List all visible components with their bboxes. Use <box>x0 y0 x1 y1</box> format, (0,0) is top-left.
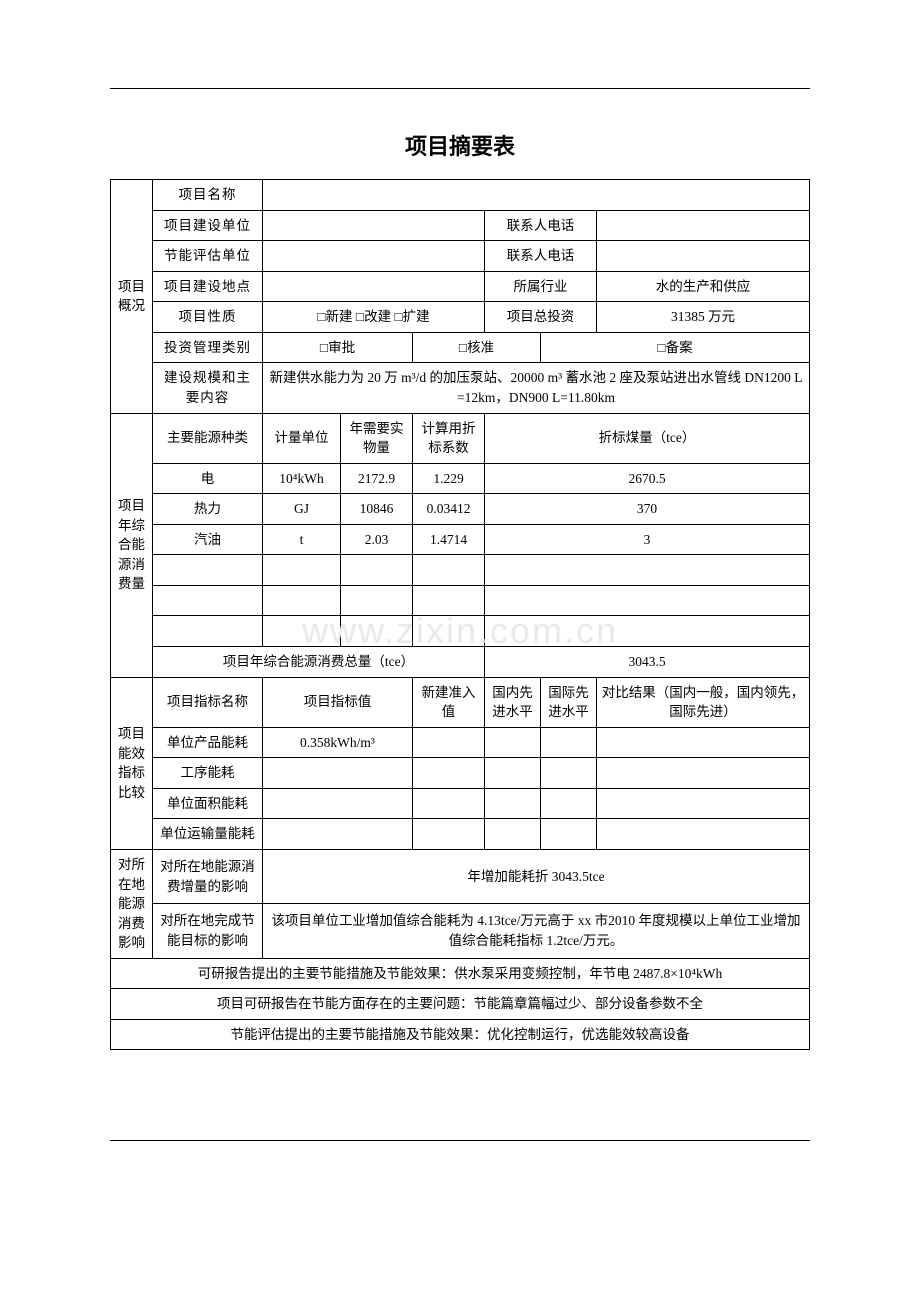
side-impact: 对所在地能源消费影响 <box>111 849 153 958</box>
energy-row-empty <box>111 585 810 616</box>
e-kind: 电 <box>153 463 263 494</box>
fh-cmp: 对比结果（国内一般，国内领先，国际先进） <box>597 677 810 727</box>
summary-table: 项目概况 项目名称 项目建设单位 联系人电话 节能评估单位 联系人电话 项目建设… <box>110 179 810 1050</box>
e-unit: 10⁴kWh <box>263 463 341 494</box>
energy-total-val: 3043.5 <box>485 647 810 678</box>
energy-row: 汽油 t 2.03 1.4714 3 <box>111 524 810 555</box>
fh-new: 新建准入值 <box>413 677 485 727</box>
eh-coef: 计算用折标系数 <box>413 413 485 463</box>
e-kind: 热力 <box>153 494 263 525</box>
eff-row: 单位产品能耗 0.358kWh/m³ <box>111 727 810 758</box>
energy-row: 电 10⁴kWh 2172.9 1.229 2670.5 <box>111 463 810 494</box>
eff-row: 单位运输量能耗 <box>111 819 810 850</box>
e-qty: 2.03 <box>341 524 413 555</box>
fh-dom: 国内先进水平 <box>485 677 541 727</box>
lbl-nature: 项目性质 <box>153 302 263 333</box>
f-name: 单位运输量能耗 <box>153 819 263 850</box>
energy-row: 热力 GJ 10846 0.03412 370 <box>111 494 810 525</box>
e-coef: 0.03412 <box>413 494 485 525</box>
e-unit: t <box>263 524 341 555</box>
bottom-rule <box>110 1140 810 1141</box>
f-name: 单位产品能耗 <box>153 727 263 758</box>
e-coef: 1.4714 <box>413 524 485 555</box>
impact-r2-lbl: 对所在地完成节能目标的影响 <box>153 904 263 958</box>
e-tce: 370 <box>485 494 810 525</box>
lbl-eval-unit: 节能评估单位 <box>153 241 263 272</box>
val-mgmt2: □核准 <box>413 332 541 363</box>
f-name: 单位面积能耗 <box>153 788 263 819</box>
f-name: 工序能耗 <box>153 758 263 789</box>
lbl-contact2: 联系人电话 <box>485 241 597 272</box>
fh-val: 项目指标值 <box>263 677 413 727</box>
eh-tce: 折标煤量（tce） <box>485 413 810 463</box>
e-qty: 2172.9 <box>341 463 413 494</box>
val-contact2 <box>597 241 810 272</box>
lbl-invest-total: 项目总投资 <box>485 302 597 333</box>
lbl-mgmt: 投资管理类别 <box>153 332 263 363</box>
lbl-scope: 建设规模和主要内容 <box>153 363 263 413</box>
fh-name: 项目指标名称 <box>153 677 263 727</box>
lbl-builder: 项目建设单位 <box>153 210 263 241</box>
side-overview: 项目概况 <box>111 180 153 414</box>
val-scope: 新建供水能力为 20 万 m³/d 的加压泵站、20000 m³ 蓄水池 2 座… <box>263 363 810 413</box>
val-mgmt1: □审批 <box>263 332 413 363</box>
eff-row: 单位面积能耗 <box>111 788 810 819</box>
lbl-industry: 所属行业 <box>485 271 597 302</box>
impact-r1-val: 年增加能耗折 3043.5tce <box>263 849 810 903</box>
val-eval-unit <box>263 241 485 272</box>
energy-row-empty <box>111 616 810 647</box>
impact-r2-val: 该项目单位工业增加值综合能耗为 4.13tce/万元高于 xx 市2010 年度… <box>263 904 810 958</box>
top-rule <box>110 88 810 89</box>
side-energy: 项目年综合能源消费量 <box>111 413 153 677</box>
note-3: 节能评估提出的主要节能措施及节能效果：优化控制运行，优选能效较高设备 <box>111 1019 810 1050</box>
eh-qty: 年需要实物量 <box>341 413 413 463</box>
val-builder <box>263 210 485 241</box>
impact-r1-lbl: 对所在地能源消费增量的影响 <box>153 849 263 903</box>
f-val <box>263 819 413 850</box>
val-mgmt3: □备案 <box>541 332 810 363</box>
val-site <box>263 271 485 302</box>
e-tce: 2670.5 <box>485 463 810 494</box>
val-nature: □新建 □改建 □扩建 <box>263 302 485 333</box>
lbl-contact1: 联系人电话 <box>485 210 597 241</box>
e-unit: GJ <box>263 494 341 525</box>
val-industry: 水的生产和供应 <box>597 271 810 302</box>
energy-total-lbl: 项目年综合能源消费总量（tce） <box>153 647 485 678</box>
eff-row: 工序能耗 <box>111 758 810 789</box>
energy-row-empty <box>111 555 810 586</box>
f-val <box>263 788 413 819</box>
val-invest-total: 31385 万元 <box>597 302 810 333</box>
f-val: 0.358kWh/m³ <box>263 727 413 758</box>
fh-intl: 国际先进水平 <box>541 677 597 727</box>
f-val <box>263 758 413 789</box>
lbl-project-name: 项目名称 <box>153 180 263 211</box>
note-2: 项目可研报告在节能方面存在的主要问题：节能篇章篇幅过少、部分设备参数不全 <box>111 989 810 1020</box>
e-kind: 汽油 <box>153 524 263 555</box>
e-coef: 1.229 <box>413 463 485 494</box>
e-tce: 3 <box>485 524 810 555</box>
val-contact1 <box>597 210 810 241</box>
val-project-name <box>263 180 810 211</box>
eh-kind: 主要能源种类 <box>153 413 263 463</box>
note-1: 可研报告提出的主要节能措施及节能效果：供水泵采用变频控制，年节电 2487.8×… <box>111 958 810 989</box>
eh-unit: 计量单位 <box>263 413 341 463</box>
lbl-site: 项目建设地点 <box>153 271 263 302</box>
e-qty: 10846 <box>341 494 413 525</box>
side-eff: 项目能效指标比较 <box>111 677 153 849</box>
page-title: 项目摘要表 <box>110 129 810 161</box>
